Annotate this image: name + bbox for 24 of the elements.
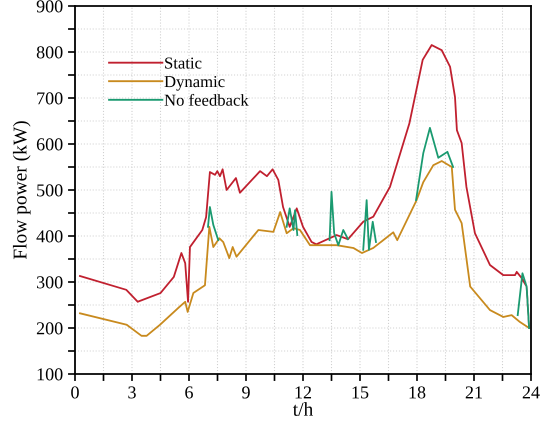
line-series: [79, 160, 530, 337]
y-tick-label: 800: [36, 46, 63, 58]
y-tick-label: 100: [38, 368, 63, 380]
y-tick-label: 300: [36, 276, 63, 288]
x-tick-label: 21: [466, 386, 482, 398]
y-tick-label: 700: [37, 92, 63, 104]
x-tick-label: 15: [352, 386, 368, 399]
legend-label: Static: [165, 57, 202, 69]
y-tick-label: 900: [36, 0, 63, 12]
y-tick-label: 200: [36, 322, 63, 334]
y-tick-label: 600: [36, 138, 63, 150]
x-tick-label: 9: [242, 386, 250, 399]
legend-label: Dynamic: [164, 76, 225, 91]
x-axis-title: t/h: [292, 402, 314, 416]
x-tick-label: 24: [522, 386, 540, 398]
x-tick-label: 12: [296, 386, 312, 398]
x-tick-label: 18: [410, 386, 426, 399]
x-tick-label: 6: [185, 386, 193, 399]
x-tick-label: 0: [71, 386, 79, 399]
y-tick-label: 400: [36, 230, 63, 242]
x-tick-label: 3: [128, 386, 136, 399]
y-axis-title: Flow power (kW): [12, 121, 31, 260]
y-tick-label: 500: [37, 184, 63, 196]
legend-label: No feedback: [164, 94, 249, 106]
